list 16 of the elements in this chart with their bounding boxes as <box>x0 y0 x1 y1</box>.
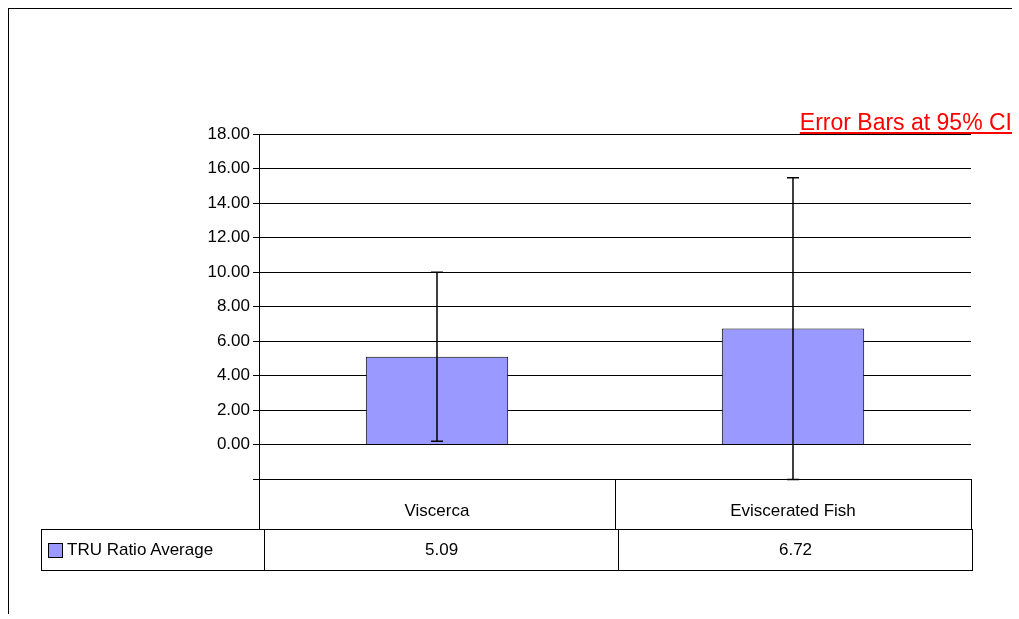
y-tick-label: 16.00 <box>207 158 250 178</box>
y-tick-label: 10.00 <box>207 261 250 281</box>
y-tick-label: 0.00 <box>216 434 250 454</box>
y-tick-label: 18.00 <box>207 123 250 143</box>
y-tick-label: 8.00 <box>216 296 250 316</box>
y-tick-label: 6.00 <box>216 330 250 350</box>
data-label: 6.72 <box>618 530 972 570</box>
legend-label: TRU Ratio Average <box>67 540 214 560</box>
y-tick-label: 2.00 <box>216 399 250 419</box>
annotation: Error Bars at 95% CI <box>799 109 1012 136</box>
y-tick-label: 14.00 <box>207 192 250 212</box>
x-tick-label: Eviscerated Fish <box>730 500 856 520</box>
y-tick-label: 12.00 <box>207 227 250 247</box>
y-tick-label: 4.00 <box>216 365 250 385</box>
x-tick-label: Viscerca <box>404 500 470 520</box>
data-label: 5.09 <box>264 530 619 570</box>
